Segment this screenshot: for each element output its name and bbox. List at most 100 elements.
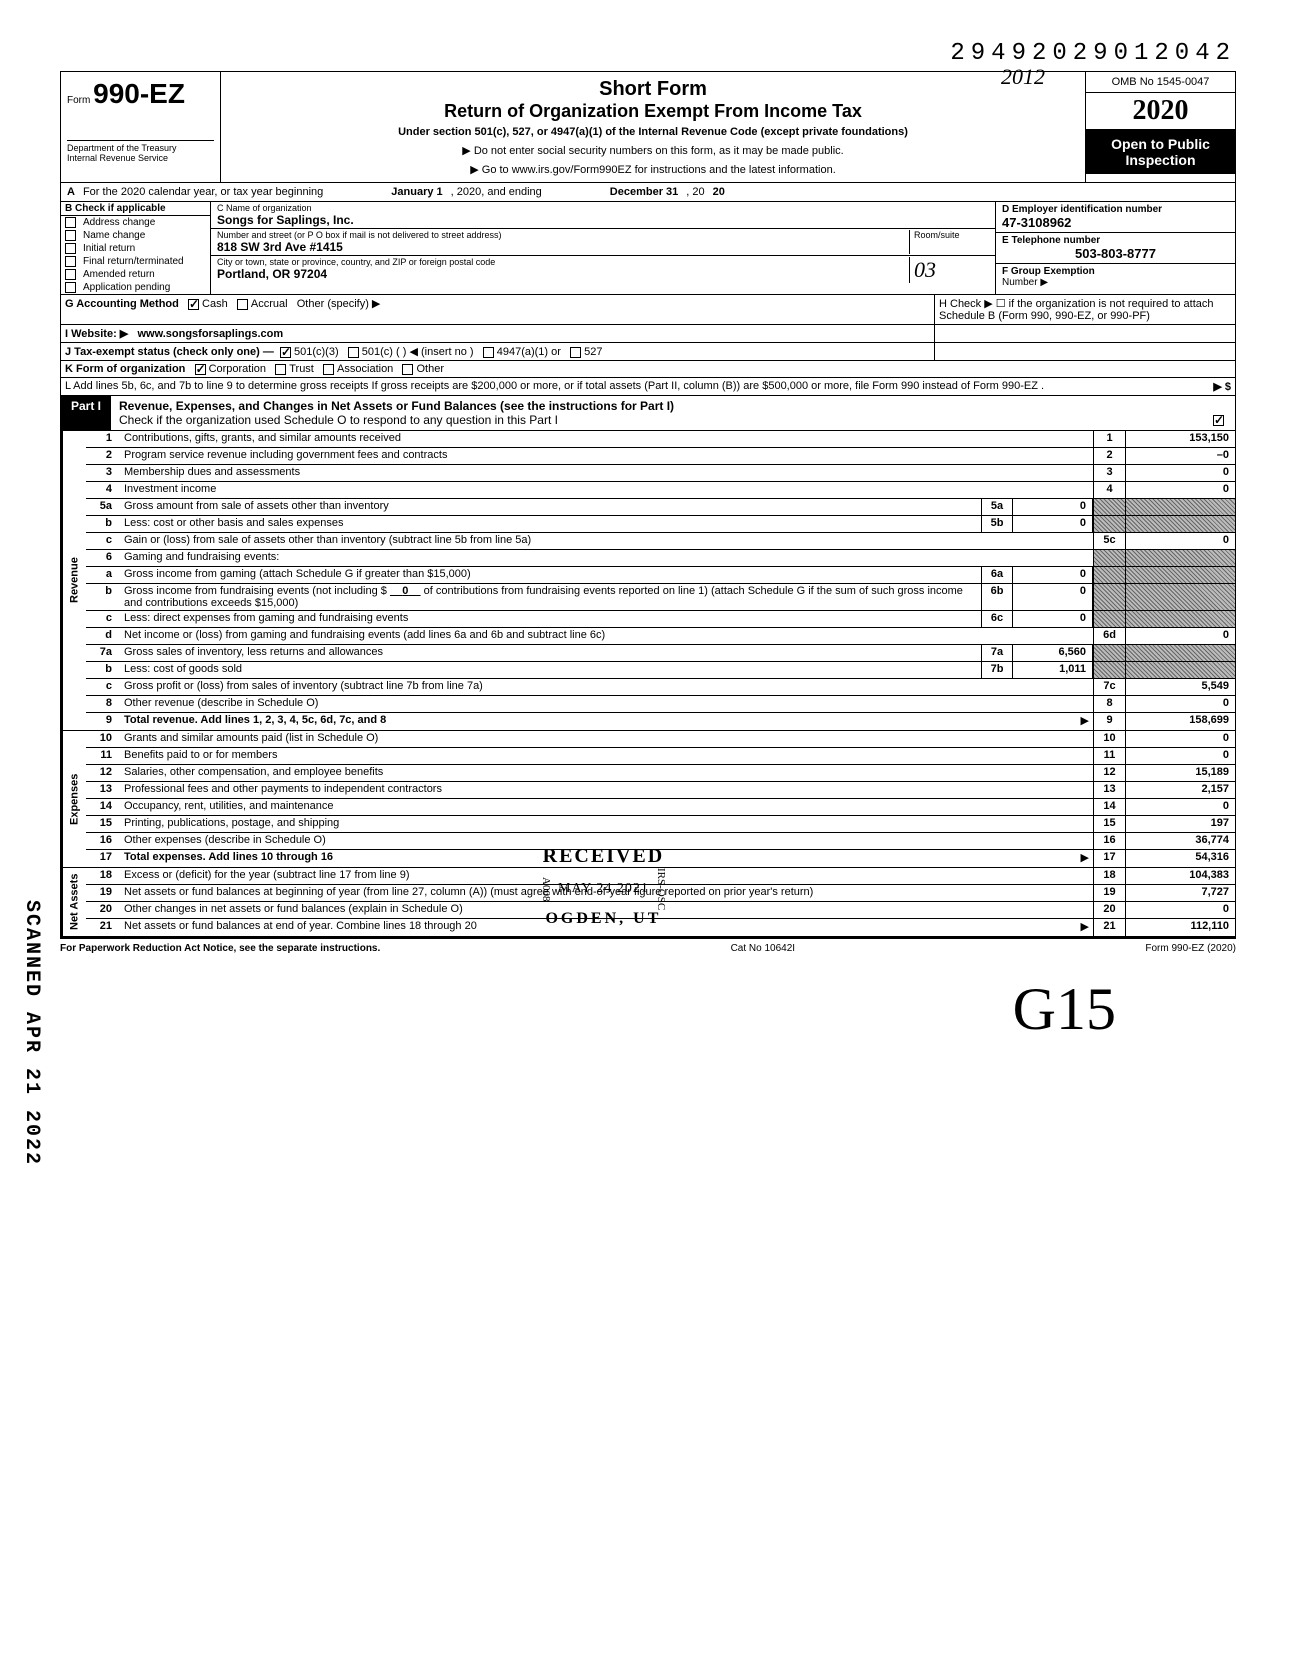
line-k-label: K Form of organization: [65, 363, 185, 375]
footer-right: Form 990-EZ (2020): [1145, 943, 1236, 954]
ln6b-sh1: [1093, 584, 1125, 610]
org-addr: 818 SW 3rd Ave #1415: [217, 240, 909, 254]
chk-4947[interactable]: [483, 347, 494, 358]
ln13-num: 13: [86, 782, 120, 798]
ln10-num: 10: [86, 731, 120, 747]
ln7b-desc: Less: cost of goods sold: [120, 662, 981, 678]
ln6-desc: Gaming and fundraising events:: [120, 550, 1093, 566]
chk-initial-return[interactable]: [65, 243, 76, 254]
info-grid: B Check if applicable Address change Nam…: [60, 202, 1236, 295]
ln18-bn: 18: [1093, 868, 1125, 884]
lbl-amended-return: Amended return: [83, 269, 155, 280]
ln9-arrow: ▶: [1081, 714, 1089, 727]
ln10-desc: Grants and similar amounts paid (list in…: [120, 731, 1093, 747]
ln6c-num: c: [86, 611, 120, 627]
chk-cash[interactable]: [188, 299, 199, 310]
ln17-arrow: ▶: [1081, 851, 1089, 864]
chk-trust[interactable]: [275, 364, 286, 375]
ln5a-desc: Gross amount from sale of assets other t…: [120, 499, 981, 515]
group-ex-label: F Group Exemption: [1002, 266, 1229, 277]
ln7b-num: b: [86, 662, 120, 678]
lbl-501c3: 501(c)(3): [294, 346, 339, 358]
ln6c-sh2: [1125, 611, 1235, 627]
ln12-val: 15,189: [1125, 765, 1235, 781]
ln21-num: 21: [86, 919, 120, 936]
ln7a-mv: 6,560: [1013, 645, 1093, 661]
ln11-desc: Benefits paid to or for members: [120, 748, 1093, 764]
line-a-mid: , 2020, and ending: [451, 186, 542, 198]
ln5a-sh2: [1125, 499, 1235, 515]
ln6a-mv: 0: [1013, 567, 1093, 583]
open-public-2: Inspection: [1088, 152, 1233, 168]
ln6d-val: 0: [1125, 628, 1235, 644]
ln6a-desc: Gross income from gaming (attach Schedul…: [120, 567, 981, 583]
ein-label: D Employer identification number: [1002, 204, 1229, 215]
phone-value: 503-803-8777: [1002, 246, 1229, 261]
ln6a-mn: 6a: [981, 567, 1013, 583]
ln8-desc: Other revenue (describe in Schedule O): [120, 696, 1093, 712]
dept-line2: Internal Revenue Service: [67, 153, 214, 163]
lbl-accrual: Accrual: [251, 298, 288, 310]
ein-value: 47-3108962: [1002, 215, 1229, 230]
handwritten-g15: G15: [1013, 975, 1116, 1044]
ln11-val: 0: [1125, 748, 1235, 764]
part-1-checkline: Check if the organization used Schedule …: [119, 413, 558, 427]
ln7a-num: 7a: [86, 645, 120, 661]
chk-other-org[interactable]: [402, 364, 413, 375]
omb-number: OMB No 1545-0047: [1086, 72, 1235, 93]
line-g-label: G Accounting Method: [65, 298, 179, 310]
lbl-initial-return: Initial return: [83, 243, 135, 254]
chk-corporation[interactable]: [195, 364, 206, 375]
chk-schedule-o[interactable]: [1213, 415, 1224, 426]
ln13-val: 2,157: [1125, 782, 1235, 798]
line-j-label: J Tax-exempt status (check only one) —: [65, 346, 274, 358]
ln14-num: 14: [86, 799, 120, 815]
section-net-assets: Net Assets: [62, 868, 86, 936]
ln19-val: 7,727: [1125, 885, 1235, 901]
section-revenue: Revenue: [62, 431, 86, 730]
ln6-sh1: [1093, 550, 1125, 566]
ln5c-val: 0: [1125, 533, 1235, 549]
part-1-title: Revenue, Expenses, and Changes in Net As…: [119, 399, 674, 413]
ln12-desc: Salaries, other compensation, and employ…: [120, 765, 1093, 781]
ln14-bn: 14: [1093, 799, 1125, 815]
footer-left: For Paperwork Reduction Act Notice, see …: [60, 943, 380, 954]
ln6d-num: d: [86, 628, 120, 644]
form-prefix: Form: [67, 95, 90, 106]
handwritten-03: 03: [909, 257, 989, 283]
ln5b-sh2: [1125, 516, 1235, 532]
ln6c-sh1: [1093, 611, 1125, 627]
line-a-end: December 31: [610, 186, 679, 198]
ln6a-sh2: [1125, 567, 1235, 583]
ln17-bn: 17: [1093, 850, 1125, 867]
chk-name-change[interactable]: [65, 230, 76, 241]
lbl-527: 527: [584, 346, 602, 358]
chk-501c[interactable]: [348, 347, 359, 358]
ln6d-bn: 6d: [1093, 628, 1125, 644]
chk-accrual[interactable]: [237, 299, 248, 310]
chk-association[interactable]: [323, 364, 334, 375]
ln1-val: 153,150: [1125, 431, 1235, 447]
ln6-sh2: [1125, 550, 1235, 566]
ln14-desc: Occupancy, rent, utilities, and maintena…: [120, 799, 1093, 815]
line-l-text: L Add lines 5b, 6c, and 7b to line 9 to …: [65, 380, 1044, 392]
group-ex-label2: Number ▶: [1002, 277, 1229, 288]
ln4-desc: Investment income: [120, 482, 1093, 498]
ln15-num: 15: [86, 816, 120, 832]
chk-address-change[interactable]: [65, 217, 76, 228]
ln9-num: 9: [86, 713, 120, 730]
chk-527[interactable]: [570, 347, 581, 358]
chk-application-pending[interactable]: [65, 282, 76, 293]
ln5a-mn: 5a: [981, 499, 1013, 515]
ln18-desc: Excess or (deficit) for the year (subtra…: [120, 868, 1093, 884]
lbl-corporation: Corporation: [209, 363, 266, 375]
form-header: Form 990-EZ Department of the Treasury I…: [60, 71, 1236, 183]
ln15-bn: 15: [1093, 816, 1125, 832]
chk-final-return[interactable]: [65, 256, 76, 267]
ln19-num: 19: [86, 885, 120, 901]
chk-amended-return[interactable]: [65, 269, 76, 280]
page-footer: For Paperwork Reduction Act Notice, see …: [60, 937, 1236, 954]
line-a-text: For the 2020 calendar year, or tax year …: [83, 186, 323, 198]
ln3-bn: 3: [1093, 465, 1125, 481]
chk-501c3[interactable]: [280, 347, 291, 358]
